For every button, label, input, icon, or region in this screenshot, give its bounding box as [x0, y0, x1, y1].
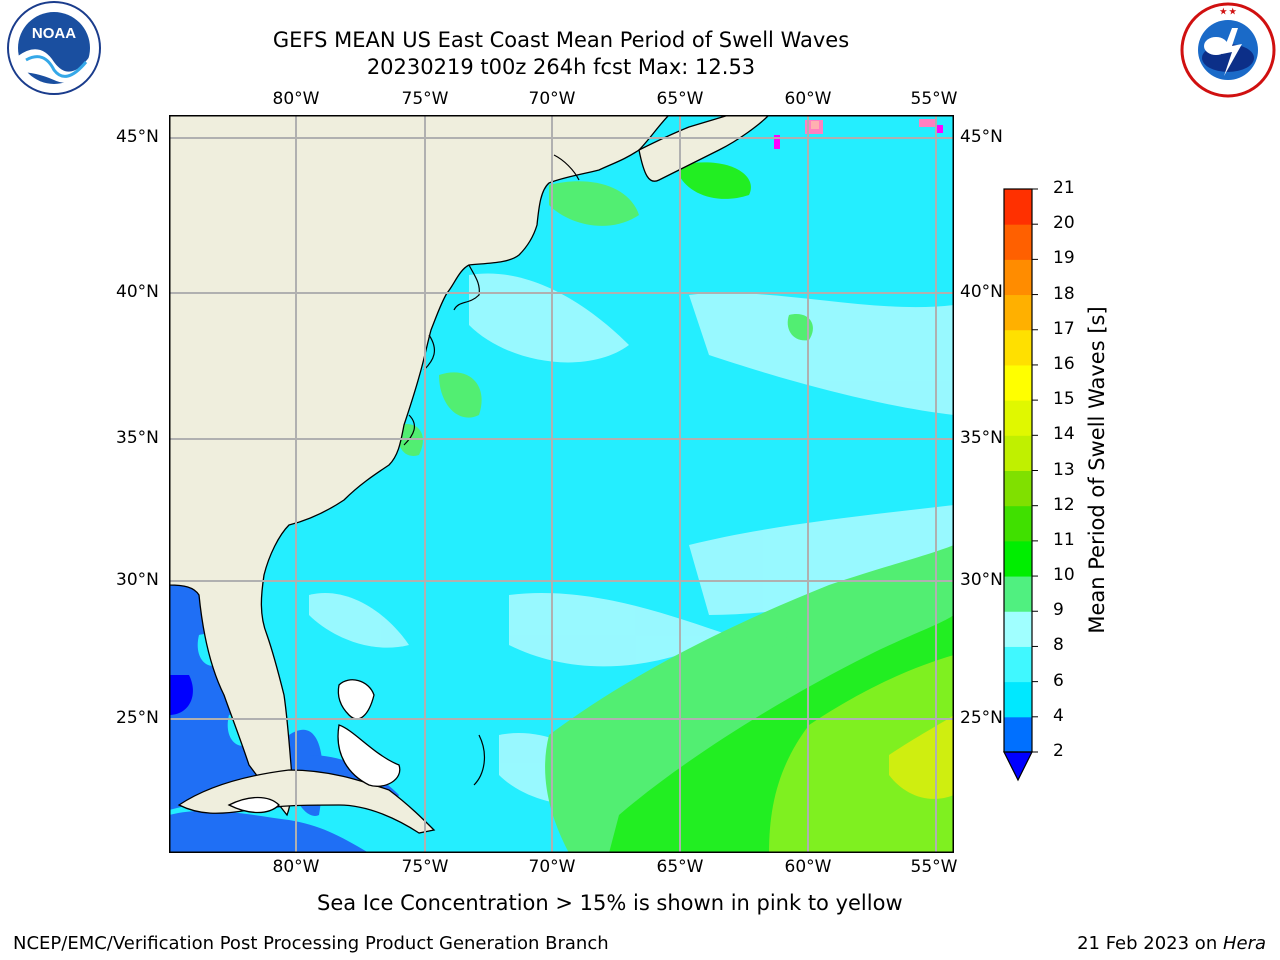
lon-label-bottom-60w: 60°W: [784, 857, 832, 877]
colorbar-segment: [1004, 646, 1032, 683]
map-svg: [169, 115, 954, 853]
lon-label-top-60w: 60°W: [784, 89, 832, 109]
footer-right: 21 Feb 2023 on Hera: [1077, 933, 1266, 954]
colorbar-svg: [1003, 188, 1038, 782]
nws-logo: ★ ★: [1176, 0, 1280, 100]
colorbar-under-arrow: [1003, 751, 1033, 782]
colorbar-segment: [1004, 259, 1032, 296]
lat-label-left-40n: 40°N: [116, 282, 159, 302]
lon-label-bottom-80w: 80°W: [272, 857, 320, 877]
lon-label-bottom-55w: 55°W: [910, 857, 958, 877]
colorbar-segment: [1004, 364, 1032, 401]
colorbar-segment: [1004, 329, 1032, 366]
map-frame: [169, 115, 954, 853]
map-title: GEFS MEAN US East Coast Mean Period of S…: [272, 28, 850, 52]
lon-label-top-80w: 80°W: [272, 89, 320, 109]
svg-text:★ ★: ★ ★: [1220, 7, 1237, 16]
lat-label-right-35n: 35°N: [960, 428, 1003, 448]
colorbar-ticks: 2 4 6 8 9 10 11 12 13 14 15 16 17 18 19 20 21: [1053, 0, 1093, 960]
footer-date: 21 Feb 2023 on: [1077, 933, 1223, 954]
colorbar-segment: [1004, 611, 1032, 647]
lat-label-left-45n: 45°N: [116, 127, 159, 147]
sea-ice-pixels: [774, 119, 943, 149]
lon-label-bottom-75w: 75°W: [401, 857, 449, 877]
light-cyan-regions: [309, 174, 954, 806]
map-subtitle: 20230219 t00z 264h fcst Max: 12.53: [366, 55, 756, 79]
map-panel: [169, 115, 954, 853]
colorbar-tick-label: 13: [1053, 459, 1075, 480]
colorbar-segment: [1004, 540, 1032, 577]
green-regions: [397, 162, 954, 853]
svg-text:NOAA: NOAA: [32, 25, 76, 42]
noaa-logo: NOAA: [0, 0, 108, 100]
lon-label-top-55w: 55°W: [910, 89, 958, 109]
colorbar-segment: [1004, 576, 1032, 612]
lon-label-top-70w: 70°W: [528, 89, 576, 109]
colorbar-segment: [1004, 505, 1032, 542]
colorbar-tick-label: 15: [1053, 389, 1075, 410]
lon-label-bottom-65w: 65°W: [656, 857, 704, 877]
colorbar-tick-label: 9: [1053, 600, 1064, 621]
lat-label-left-35n: 35°N: [116, 428, 159, 448]
lon-label-top-75w: 75°W: [401, 89, 449, 109]
colorbar-tick-label: 11: [1053, 529, 1075, 550]
colorbar-segment: [1004, 189, 1032, 225]
colorbar-tick-label: 12: [1053, 494, 1075, 515]
colorbar-segment: [1004, 294, 1032, 331]
colorbar-tick-label: 17: [1053, 318, 1075, 339]
lat-lon-grid: [169, 115, 954, 853]
footer-host: Hera: [1222, 933, 1266, 954]
colorbar-tick-label: 4: [1053, 705, 1064, 726]
land-mass: [169, 115, 770, 834]
colorbar-tick-label: 6: [1053, 670, 1064, 691]
colorbar-segment: [1004, 435, 1032, 471]
lat-label-right-40n: 40°N: [960, 282, 1003, 302]
colorbar-segment: [1004, 716, 1032, 753]
footer-left: NCEP/EMC/Verification Post Processing Pr…: [13, 933, 609, 954]
colorbar-tick-label: 8: [1053, 635, 1064, 656]
colorbar-tick-label: 18: [1053, 283, 1075, 304]
lon-label-bottom-70w: 70°W: [528, 857, 576, 877]
colorbar-tick-label: 10: [1053, 565, 1075, 586]
colorbar-tick-label: 20: [1053, 213, 1075, 234]
lat-label-right-45n: 45°N: [960, 127, 1003, 147]
colorbar-tick-label: 2: [1053, 741, 1064, 761]
lat-label-right-25n: 25°N: [960, 708, 1003, 728]
colorbar-tick-label: 16: [1053, 353, 1075, 374]
coastline-detail: [403, 154, 580, 786]
colorbar-tick-label: 21: [1053, 178, 1075, 198]
colorbar-segment: [1004, 681, 1032, 718]
colorbar-segment: [1004, 470, 1032, 507]
lat-label-right-30n: 30°N: [960, 570, 1003, 590]
colorbar-segment: [1004, 400, 1032, 436]
lat-label-left-30n: 30°N: [116, 570, 159, 590]
lat-label-left-25n: 25°N: [116, 708, 159, 728]
colorbar-tick-label: 14: [1053, 424, 1075, 445]
lon-label-top-65w: 65°W: [656, 89, 704, 109]
sea-ice-note: Sea Ice Concentration > 15% is shown in …: [317, 891, 903, 915]
colorbar: [996, 185, 1046, 785]
colorbar-segment: [1004, 224, 1032, 260]
colorbar-tick-label: 19: [1053, 248, 1075, 269]
